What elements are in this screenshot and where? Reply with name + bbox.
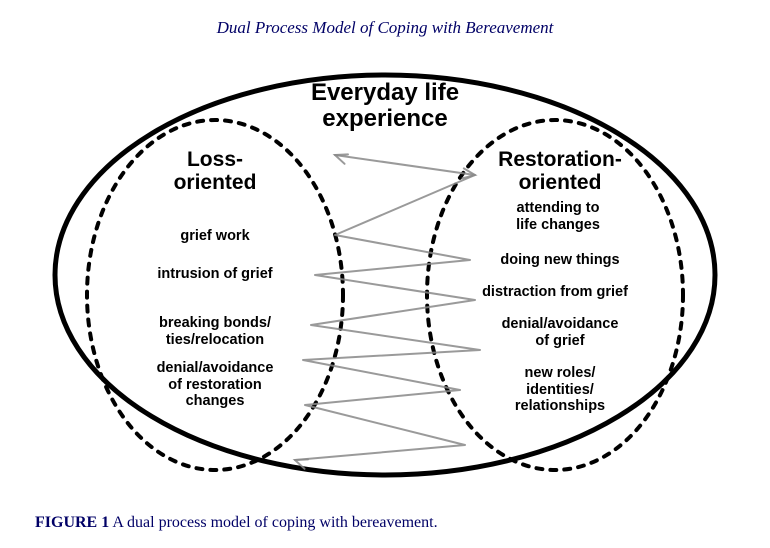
dual-process-diagram: Everyday life experience Loss- oriented … [35,60,735,490]
left-heading: Loss- oriented [135,148,295,194]
right-item: attending tolife changes [473,200,643,233]
page-title: Dual Process Model of Coping with Bereav… [0,18,770,38]
right-item: new roles/identities/relationships [475,365,645,415]
center-heading: Everyday life experience [265,80,505,133]
figure-label: FIGURE 1 [35,514,109,531]
right-item: doing new things [465,252,655,269]
figure-caption-text: A dual process model of coping with bere… [112,514,437,531]
right-item: denial/avoidanceof grief [465,316,655,349]
left-item: grief work [125,228,305,245]
right-item: distraction from grief [450,284,660,301]
figure-caption: FIGURE 1 A dual process model of coping … [35,514,438,532]
left-item: breaking bonds/ties/relocation [115,315,315,348]
left-item: denial/avoidanceof restorationchanges [115,360,315,410]
left-item: intrusion of grief [115,266,315,283]
right-heading: Restoration- oriented [465,148,655,194]
